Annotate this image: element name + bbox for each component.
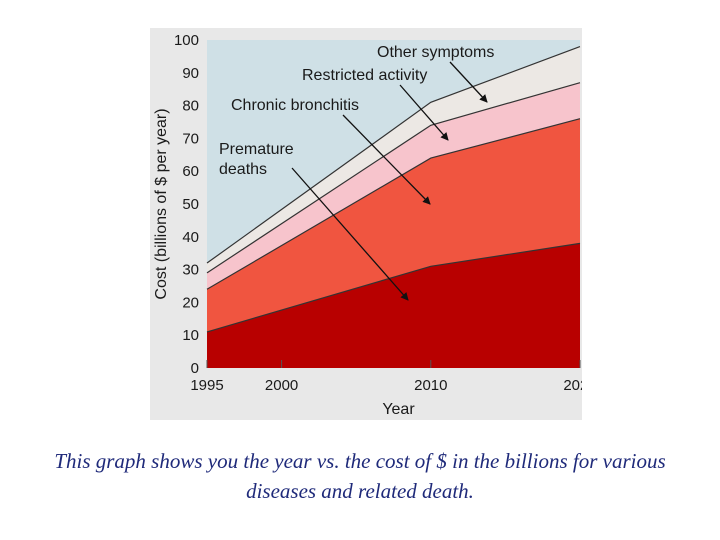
- caption: This graph shows you the year vs. the co…: [54, 449, 666, 503]
- y-axis-ticks: 0 10 20 30 40 50 60 70 80 90 100: [174, 32, 199, 377]
- y-tick-label: 80: [182, 98, 199, 115]
- annotation-premature-deaths: Premature deaths: [219, 141, 294, 178]
- y-tick-label: 60: [182, 163, 199, 180]
- x-axis-label: Year: [382, 401, 415, 418]
- annotation-arrow: [449, 61, 488, 103]
- x-tick-label: 2020: [563, 377, 582, 394]
- y-axis-label: Cost (billions of $ per year): [153, 108, 170, 299]
- y-tick-label: 20: [182, 294, 199, 311]
- y-tick-label: 90: [182, 65, 199, 82]
- annotation-chronic-bronchitis: Chronic bronchitis: [231, 97, 359, 114]
- line-other-symptoms: [206, 45, 581, 264]
- y-tick-label: 100: [174, 32, 199, 49]
- line-premature-deaths: [206, 242, 581, 333]
- y-tick-label: 40: [182, 229, 199, 246]
- areas-layer: [206, 40, 581, 368]
- line-chronic-bronchitis: [206, 118, 581, 290]
- annotations-layer: Other symptoms Restricted activity Chronic…: [219, 44, 494, 301]
- y-tick-label: 0: [191, 360, 199, 377]
- x-tick-label: 2000: [265, 377, 298, 394]
- annotation-other-symptoms: Other symptoms: [377, 44, 494, 61]
- x-tick-label: 2010: [414, 377, 447, 394]
- area-premature-deaths: [207, 243, 580, 368]
- y-tick-label: 50: [182, 196, 199, 213]
- annotation-restricted-activity: Restricted activity: [302, 67, 427, 84]
- x-axis-ticks: 1995 2000 2010 2020: [190, 360, 582, 394]
- annotation-arrow: [399, 84, 449, 141]
- annotation-arrow: [342, 114, 431, 205]
- x-tick-label: 1995: [190, 377, 223, 394]
- y-tick-label: 10: [182, 327, 199, 344]
- annotation-arrow: [291, 167, 409, 301]
- line-restricted-activity: [206, 82, 581, 274]
- y-tick-label: 70: [182, 130, 199, 147]
- y-tick-label: 30: [182, 262, 199, 279]
